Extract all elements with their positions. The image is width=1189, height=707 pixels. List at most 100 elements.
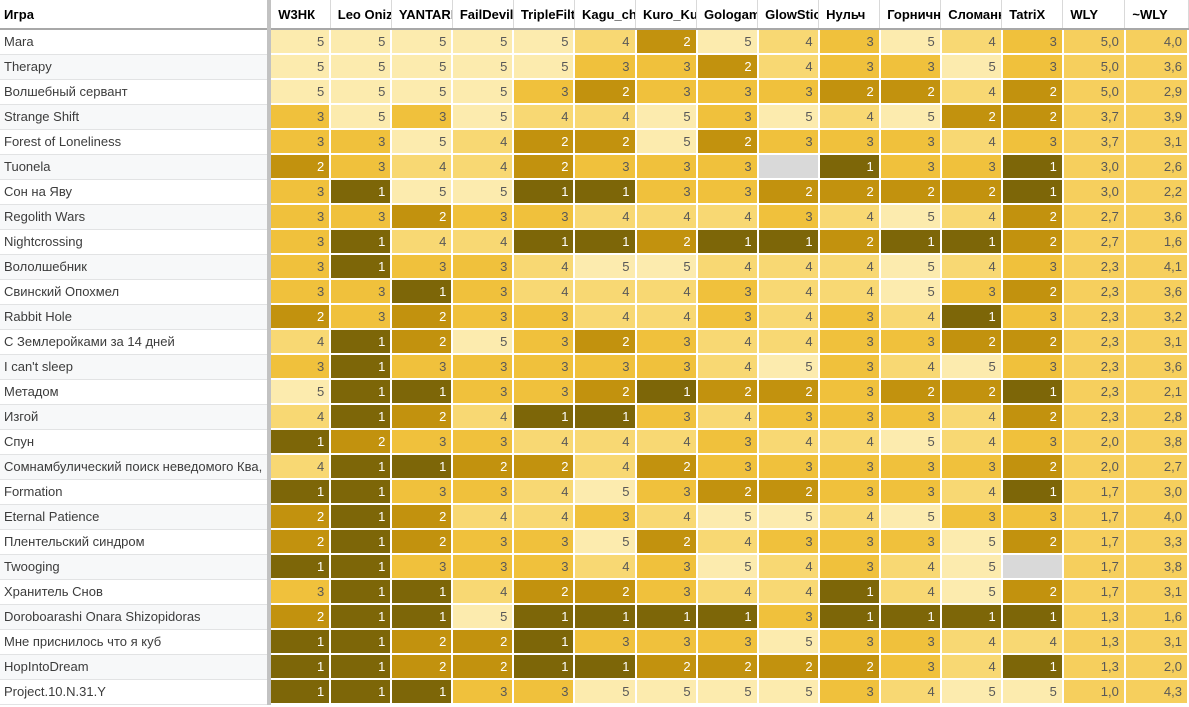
rating-cell[interactable]: 4 (391, 154, 454, 180)
rating-cell[interactable]: 3 (574, 54, 637, 80)
approx-wly-cell[interactable]: 3,1 (1124, 129, 1189, 155)
game-name-cell[interactable]: С Землеройками за 14 дней (0, 329, 272, 355)
rating-cell[interactable]: 2 (1001, 204, 1064, 230)
game-name-cell[interactable]: Twooging (0, 554, 272, 580)
rating-cell[interactable]: 3 (1001, 354, 1064, 380)
rating-cell[interactable]: 4 (818, 104, 881, 130)
rating-cell[interactable]: 3 (330, 304, 393, 330)
rating-cell[interactable]: 3 (330, 204, 393, 230)
rating-cell[interactable]: 1 (635, 604, 698, 630)
rating-cell[interactable]: 5 (1001, 679, 1064, 705)
rating-cell[interactable]: 3 (635, 54, 698, 80)
rating-cell[interactable]: 5 (452, 54, 515, 80)
rating-cell[interactable]: 3 (818, 529, 881, 555)
rating-cell[interactable]: 3 (635, 404, 698, 430)
rating-cell[interactable]: 3 (696, 154, 759, 180)
wly-cell[interactable]: 1,3 (1062, 629, 1126, 655)
rating-cell[interactable]: 4 (574, 29, 637, 55)
rating-cell[interactable]: 4 (391, 229, 454, 255)
rating-cell[interactable]: 2 (696, 379, 759, 405)
rating-cell[interactable]: 3 (452, 254, 515, 280)
rating-cell[interactable]: 4 (818, 504, 881, 530)
rating-cell[interactable]: 2 (940, 329, 1003, 355)
rating-cell[interactable]: 2 (391, 304, 454, 330)
wly-cell[interactable]: 2,0 (1062, 454, 1126, 480)
wly-cell[interactable]: 2,0 (1062, 429, 1126, 455)
rating-cell[interactable]: 1 (574, 179, 637, 205)
rating-cell[interactable]: 3 (818, 379, 881, 405)
rating-cell[interactable]: 2 (452, 654, 515, 680)
game-name-cell[interactable]: Свинский Опохмел (0, 279, 272, 305)
rating-cell[interactable]: 3 (696, 304, 759, 330)
rating-cell[interactable]: 4 (940, 479, 1003, 505)
rating-cell[interactable]: 3 (574, 354, 637, 380)
wly-cell[interactable]: 1,0 (1062, 679, 1126, 705)
rating-cell[interactable]: 5 (452, 79, 515, 105)
rating-cell[interactable]: 1 (574, 604, 637, 630)
rating-cell[interactable]: 3 (818, 29, 881, 55)
rating-cell[interactable]: 2 (696, 654, 759, 680)
rating-cell[interactable]: 4 (940, 654, 1003, 680)
rating-cell[interactable]: 4 (574, 304, 637, 330)
rating-cell[interactable]: 4 (757, 329, 820, 355)
rating-cell[interactable]: 5 (452, 604, 515, 630)
rating-cell[interactable]: 1 (818, 579, 881, 605)
rating-cell[interactable]: 3 (1001, 129, 1064, 155)
game-name-cell[interactable]: Eternal Patience (0, 504, 272, 530)
approx-wly-cell[interactable]: 3,1 (1124, 329, 1189, 355)
rating-cell[interactable]: 4 (574, 454, 637, 480)
approx-wly-cell[interactable]: 3,0 (1124, 479, 1189, 505)
rating-cell[interactable]: 5 (940, 529, 1003, 555)
rating-cell[interactable]: 2 (940, 379, 1003, 405)
rating-cell[interactable]: 1 (330, 654, 393, 680)
rating-cell[interactable]: 4 (940, 79, 1003, 105)
rating-cell[interactable]: 5 (574, 479, 637, 505)
rating-cell[interactable]: 3 (635, 479, 698, 505)
rating-cell[interactable]: 4 (757, 554, 820, 580)
rating-cell[interactable]: 2 (391, 629, 454, 655)
rating-cell[interactable]: 4 (757, 279, 820, 305)
rating-cell[interactable]: 5 (269, 29, 332, 55)
rating-cell[interactable]: 4 (757, 54, 820, 80)
rating-cell[interactable]: 4 (696, 204, 759, 230)
rating-cell[interactable]: 5 (452, 104, 515, 130)
rating-cell[interactable]: 3 (757, 404, 820, 430)
rating-cell[interactable]: 5 (391, 29, 454, 55)
rating-cell[interactable]: 3 (635, 554, 698, 580)
rating-cell[interactable]: 1 (391, 379, 454, 405)
rating-cell[interactable]: 3 (879, 529, 942, 555)
rating-cell[interactable]: 1 (879, 229, 942, 255)
rating-cell[interactable]: 5 (574, 254, 637, 280)
rating-cell[interactable]: 1 (269, 654, 332, 680)
rating-cell[interactable]: 3 (757, 129, 820, 155)
rating-cell[interactable]: 3 (269, 279, 332, 305)
rating-cell[interactable]: 5 (391, 129, 454, 155)
rating-cell[interactable]: 1 (1001, 379, 1064, 405)
rating-cell[interactable]: 3 (757, 454, 820, 480)
wly-cell[interactable]: 2,7 (1062, 204, 1126, 230)
wly-cell[interactable]: 2,3 (1062, 304, 1126, 330)
wly-cell[interactable]: 2,3 (1062, 354, 1126, 380)
rating-cell[interactable]: 2 (574, 379, 637, 405)
approx-wly-cell[interactable]: 3,6 (1124, 354, 1189, 380)
rating-cell[interactable]: 1 (330, 629, 393, 655)
rating-cell[interactable]: 4 (879, 579, 942, 605)
rating-cell[interactable]: 2 (635, 654, 698, 680)
wly-cell[interactable]: 2,3 (1062, 379, 1126, 405)
rating-cell[interactable]: 5 (879, 104, 942, 130)
approx-wly-cell[interactable]: 3,6 (1124, 54, 1189, 80)
rating-cell[interactable]: 1 (635, 379, 698, 405)
rating-cell[interactable]: 5 (696, 504, 759, 530)
rating-cell[interactable]: 5 (391, 54, 454, 80)
rating-cell[interactable]: 3 (269, 129, 332, 155)
rating-cell[interactable]: 2 (574, 129, 637, 155)
rating-cell[interactable]: 4 (696, 404, 759, 430)
rating-cell[interactable]: 3 (635, 154, 698, 180)
rating-cell[interactable]: 1 (513, 229, 576, 255)
rating-cell[interactable]: 1 (574, 654, 637, 680)
rating-cell[interactable]: 3 (269, 204, 332, 230)
rating-cell[interactable]: 2 (879, 179, 942, 205)
rating-cell[interactable]: 3 (574, 504, 637, 530)
rating-cell[interactable]: 1 (513, 404, 576, 430)
rating-cell[interactable]: 4 (574, 204, 637, 230)
